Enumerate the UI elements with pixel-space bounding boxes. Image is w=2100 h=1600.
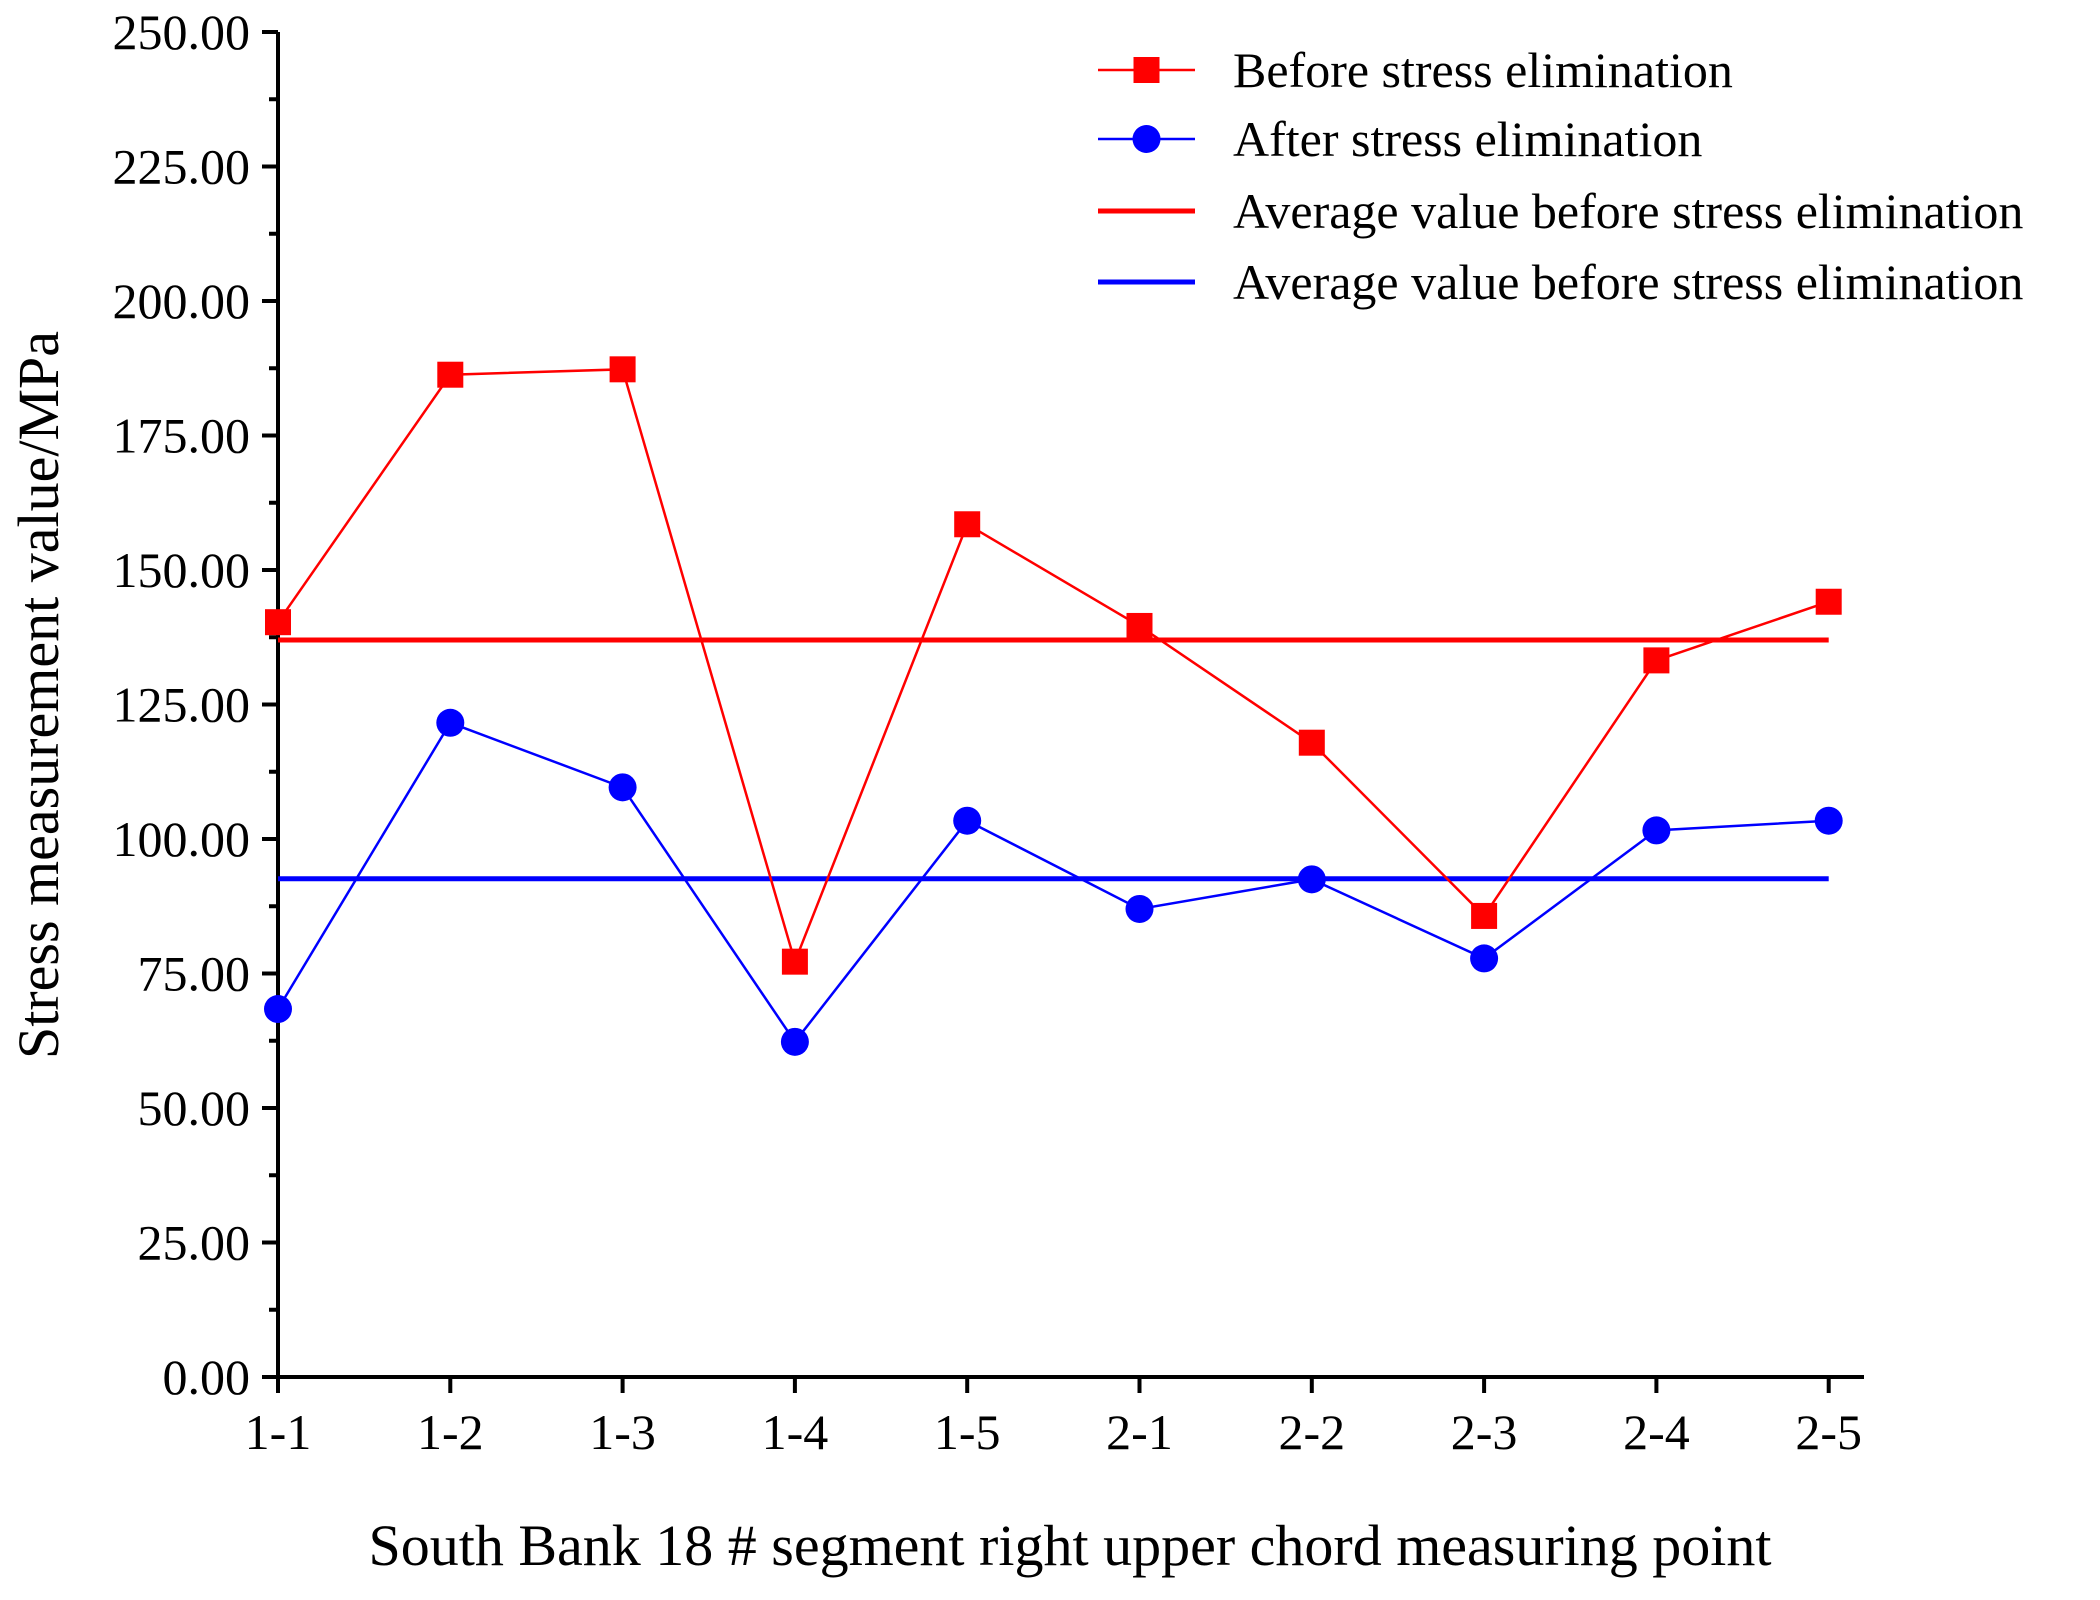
series-line [276,368,1830,966]
legend-marker-circle [1132,125,1161,153]
data-point-circle [1125,894,1154,923]
data-point-circle [436,708,465,737]
y-tick-label: 150.00 [113,542,251,598]
data-point-square [265,609,291,636]
axes: 0.00 25.00 50.00 75.00 100.00 125.00 150.00 175… [113,4,1864,1460]
y-tick-label: 25.00 [138,1215,251,1271]
x-tick-label: 1-2 [417,1404,484,1460]
x-tick-label: 1-1 [245,1404,312,1460]
legend-marker-square [1133,57,1160,83]
data-point-square [781,948,808,975]
data-point-square [1471,902,1498,929]
y-tick-label: 125.00 [113,677,251,733]
data-point-circle [1814,806,1843,835]
y-tick-label: 200.00 [113,273,251,329]
x-tick-label: 2-2 [1278,1404,1345,1460]
y-tick-label: 0.00 [163,1349,251,1405]
legend-label: Average value before stress elimination [1233,254,2023,310]
legend-label: Average value before stress elimination [1233,183,2023,239]
legend-label: After stress elimination [1233,111,1702,167]
x-tick-label: 2-1 [1106,1404,1173,1460]
data-point-square [1815,588,1842,615]
data-point-square [954,511,981,538]
y-axis-title: Stress measurement value/MPa [6,331,71,1059]
data-point-square [437,361,464,388]
data-point-circle [1642,816,1671,845]
legend: Before stress elimination After stress el… [1098,42,2023,310]
legend-label: Before stress elimination [1233,42,1733,98]
series-layer [264,356,1843,1056]
x-axis-title: South Bank 18 # segment right upper chor… [368,1513,1771,1578]
data-point-circle [953,806,982,835]
x-tick-label: 2-4 [1623,1404,1690,1460]
y-tick-label: 175.00 [113,408,251,464]
y-tick-label: 75.00 [138,946,251,1002]
x-tick-label: 2-5 [1795,1404,1862,1460]
y-tick-label: 250.00 [113,4,251,60]
y-tick-label: 100.00 [113,811,251,867]
data-point-square [1298,729,1325,756]
x-tick-label: 1-5 [934,1404,1001,1460]
data-point-circle [1470,944,1499,973]
x-tick-label: 2-3 [1451,1404,1518,1460]
data-point-square [1126,612,1153,639]
data-point-square [1643,647,1670,674]
y-tick-label: 50.00 [138,1080,251,1136]
data-point-circle [264,995,292,1024]
series-line [276,721,1829,1044]
y-tick-label: 225.00 [113,139,251,195]
data-point-circle [780,1027,809,1056]
data-point-circle [1297,865,1326,894]
x-tick-label: 1-4 [762,1404,829,1460]
data-point-square [609,356,636,383]
x-tick-label: 1-3 [589,1404,656,1460]
data-point-circle [608,773,637,802]
